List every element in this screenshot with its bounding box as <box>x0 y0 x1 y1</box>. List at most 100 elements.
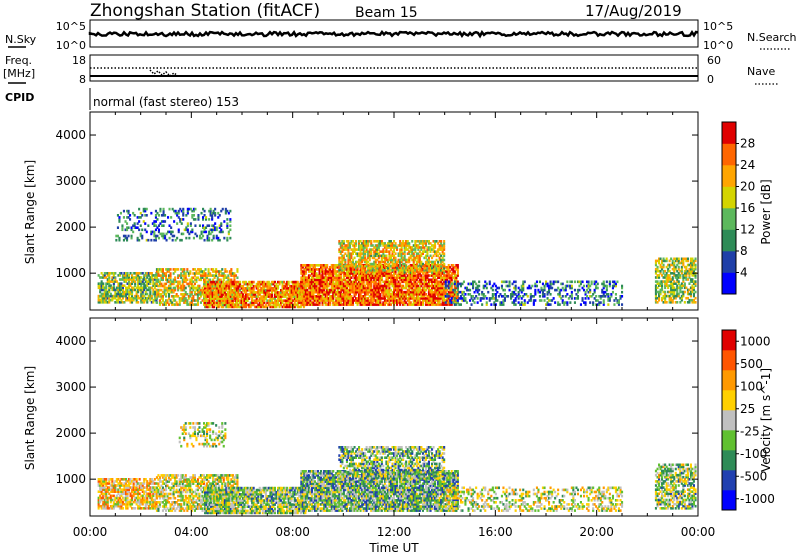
power-cell <box>584 297 587 300</box>
power-cell <box>426 284 429 288</box>
power-cell <box>548 286 551 290</box>
power-cell <box>443 293 446 296</box>
power-cell <box>160 278 163 282</box>
power-cell <box>333 284 336 288</box>
power-cell <box>188 207 191 211</box>
power-cell <box>379 276 382 279</box>
power-cell <box>409 297 412 300</box>
power-cell <box>406 299 409 302</box>
power-cell <box>124 228 127 232</box>
power-cell <box>338 303 341 306</box>
power-cell <box>421 290 424 294</box>
power-cell <box>552 280 555 284</box>
power-cell <box>388 286 391 290</box>
power-cell <box>266 280 269 284</box>
power-cell <box>517 297 520 300</box>
power-cell <box>114 290 117 294</box>
power-cell <box>412 244 415 247</box>
power-cell <box>286 293 289 296</box>
power-cell <box>420 269 423 272</box>
power-cell <box>453 293 456 296</box>
power-cell <box>427 293 430 296</box>
power-cell <box>365 260 368 264</box>
power-cell <box>222 284 225 288</box>
power-cell <box>114 276 117 279</box>
power-cell <box>446 274 449 277</box>
power-cell <box>388 284 391 288</box>
power-cell <box>373 303 376 306</box>
power-cell <box>561 282 564 286</box>
power-cell <box>141 296 144 300</box>
power-cell <box>443 297 446 300</box>
power-cell <box>144 298 147 302</box>
power-cell <box>409 301 412 304</box>
power-cell <box>336 274 339 277</box>
power-cell <box>171 301 174 304</box>
power-cell <box>116 226 119 229</box>
power-cell <box>310 297 313 300</box>
power-cell <box>411 240 414 243</box>
power-cell <box>353 284 356 288</box>
power-cell <box>158 280 161 284</box>
power-cell <box>189 293 192 296</box>
power-cell <box>403 252 406 255</box>
power-cell <box>359 254 362 258</box>
power-cell <box>242 295 245 298</box>
power-cell <box>438 246 441 249</box>
power-cell <box>243 303 246 307</box>
power-cell <box>153 294 156 298</box>
power-cell <box>355 293 358 296</box>
power-cell <box>396 293 399 296</box>
power-cell <box>403 276 406 279</box>
power-cell <box>359 250 362 253</box>
power-cell <box>225 284 228 288</box>
power-cell <box>160 282 163 286</box>
power-cell <box>267 295 270 298</box>
power-cell <box>455 293 458 296</box>
power-cell <box>211 293 214 296</box>
power-cell <box>295 291 298 294</box>
power-cell <box>386 272 389 275</box>
power-cell <box>607 299 610 302</box>
power-cell <box>431 280 434 284</box>
power-cell <box>458 297 461 300</box>
power-cell <box>231 289 234 292</box>
power-cell <box>593 297 596 300</box>
power-cell <box>239 284 242 288</box>
power-cell <box>359 290 362 294</box>
power-cell <box>424 240 427 243</box>
power-cell <box>246 289 249 292</box>
power-cell <box>131 296 134 300</box>
power-cell <box>397 290 400 294</box>
power-cell <box>312 274 315 277</box>
power-cell <box>426 250 429 253</box>
power-cell <box>420 242 423 245</box>
power-cell <box>168 230 171 234</box>
power-cell <box>327 282 330 286</box>
power-cell <box>432 276 435 279</box>
power-cell <box>227 232 230 236</box>
power-cell <box>264 293 267 296</box>
power-cell <box>377 274 380 277</box>
power-cell <box>358 290 361 294</box>
power-cell <box>254 301 257 305</box>
power-cell <box>226 218 229 221</box>
power-cell <box>231 299 234 302</box>
power-cell <box>191 209 194 213</box>
power-cell <box>270 299 273 302</box>
power-cell <box>146 276 149 279</box>
power-cell <box>517 286 520 290</box>
power-cell <box>178 274 181 277</box>
power-cell <box>415 286 418 290</box>
power-cell <box>391 282 394 286</box>
power-cell <box>379 266 382 269</box>
power-cell <box>296 297 299 300</box>
power-cell <box>418 274 421 277</box>
power-cell <box>313 270 316 273</box>
power-cell <box>362 258 365 262</box>
power-cell <box>100 298 103 302</box>
power-cell <box>202 207 205 211</box>
power-cell <box>368 280 371 284</box>
power-cell <box>154 216 157 219</box>
power-cell <box>450 290 453 294</box>
